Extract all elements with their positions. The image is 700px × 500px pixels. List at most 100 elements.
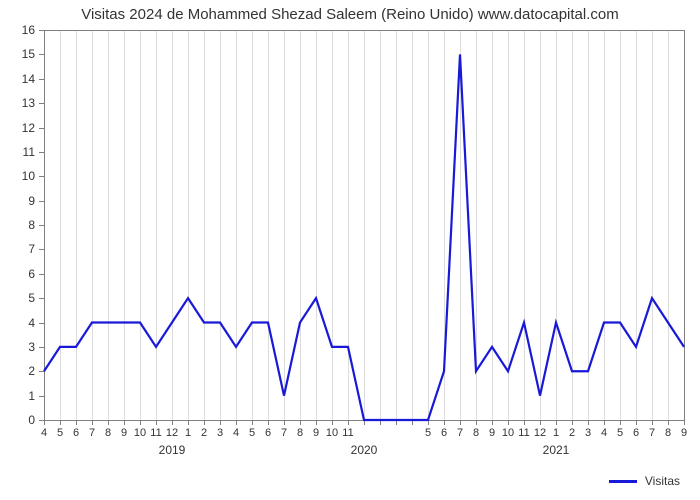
x-tick xyxy=(348,420,349,425)
x-tick xyxy=(524,420,525,425)
legend: Visitas xyxy=(609,474,680,488)
y-tick-label: 11 xyxy=(13,145,35,159)
x-tick-label: 7 xyxy=(457,427,463,439)
y-tick-label: 7 xyxy=(13,242,35,256)
y-tick-label: 0 xyxy=(13,413,35,427)
year-label: 2019 xyxy=(159,443,186,457)
y-tick-label: 8 xyxy=(13,218,35,232)
x-tick-label: 7 xyxy=(281,427,287,439)
x-tick xyxy=(284,420,285,425)
x-tick xyxy=(140,420,141,425)
x-tick xyxy=(316,420,317,425)
x-tick xyxy=(652,420,653,425)
legend-label: Visitas xyxy=(645,474,680,488)
x-tick-label: 3 xyxy=(217,427,223,439)
x-tick xyxy=(588,420,589,425)
x-tick-label: 4 xyxy=(41,427,47,439)
x-tick xyxy=(492,420,493,425)
x-tick-label: 9 xyxy=(313,427,319,439)
x-tick xyxy=(172,420,173,425)
x-tick-label: 3 xyxy=(585,427,591,439)
x-tick xyxy=(684,420,685,425)
x-tick xyxy=(508,420,509,425)
x-tick xyxy=(444,420,445,425)
x-tick-label: 8 xyxy=(105,427,111,439)
x-tick xyxy=(108,420,109,425)
x-tick-label: 9 xyxy=(489,427,495,439)
x-tick xyxy=(620,420,621,425)
y-tick-label: 5 xyxy=(13,291,35,305)
x-tick xyxy=(556,420,557,425)
x-tick-label: 9 xyxy=(121,427,127,439)
x-tick-label: 4 xyxy=(233,427,239,439)
y-tick-label: 13 xyxy=(13,96,35,110)
x-tick xyxy=(604,420,605,425)
x-tick xyxy=(156,420,157,425)
y-tick-label: 12 xyxy=(13,121,35,135)
y-tick-label: 3 xyxy=(13,340,35,354)
x-tick xyxy=(220,420,221,425)
x-tick xyxy=(572,420,573,425)
x-tick-label: 7 xyxy=(89,427,95,439)
x-tick-label: 8 xyxy=(665,427,671,439)
x-tick-label: 4 xyxy=(601,427,607,439)
legend-swatch xyxy=(609,480,637,483)
chart-title: Visitas 2024 de Mohammed Shezad Saleem (… xyxy=(0,6,700,23)
x-tick-label: 6 xyxy=(633,427,639,439)
year-label: 2021 xyxy=(543,443,570,457)
x-tick-label: 6 xyxy=(265,427,271,439)
x-tick xyxy=(44,420,45,425)
y-tick-label: 15 xyxy=(13,47,35,61)
axis-line xyxy=(684,30,685,420)
x-tick-label: 11 xyxy=(150,427,161,439)
year-label: 2020 xyxy=(351,443,378,457)
x-tick-label: 5 xyxy=(425,427,431,439)
x-tick-label: 5 xyxy=(249,427,255,439)
x-tick-label: 12 xyxy=(534,427,546,439)
x-tick xyxy=(636,420,637,425)
x-tick-label: 8 xyxy=(473,427,479,439)
x-tick xyxy=(76,420,77,425)
x-tick-label: 6 xyxy=(441,427,447,439)
x-tick xyxy=(252,420,253,425)
x-tick xyxy=(332,420,333,425)
x-tick-label: 10 xyxy=(502,427,514,439)
y-tick-label: 9 xyxy=(13,194,35,208)
x-tick xyxy=(268,420,269,425)
y-tick-label: 16 xyxy=(13,23,35,37)
x-tick xyxy=(236,420,237,425)
x-tick-label: 10 xyxy=(326,427,338,439)
x-tick xyxy=(476,420,477,425)
x-tick-label: 8 xyxy=(297,427,303,439)
x-tick-label: 9 xyxy=(681,427,687,439)
plot-area: 0123456789101112131415164567891011121234… xyxy=(44,30,684,420)
x-tick xyxy=(92,420,93,425)
x-tick xyxy=(124,420,125,425)
x-tick-label: 1 xyxy=(553,427,559,439)
x-tick-label: 2 xyxy=(569,427,575,439)
x-tick-label: 1 xyxy=(185,427,191,439)
x-tick-label: 11 xyxy=(518,427,529,439)
y-tick-label: 14 xyxy=(13,72,35,86)
x-tick-label: 10 xyxy=(134,427,146,439)
x-tick-label: 5 xyxy=(57,427,63,439)
chart-container: Visitas 2024 de Mohammed Shezad Saleem (… xyxy=(0,0,700,500)
x-tick xyxy=(300,420,301,425)
data-line xyxy=(44,30,684,420)
x-tick xyxy=(668,420,669,425)
x-tick-label: 6 xyxy=(73,427,79,439)
x-tick xyxy=(460,420,461,425)
x-tick-label: 12 xyxy=(166,427,178,439)
y-tick-label: 6 xyxy=(13,267,35,281)
x-tick-label: 11 xyxy=(342,427,353,439)
x-tick xyxy=(540,420,541,425)
x-tick-label: 7 xyxy=(649,427,655,439)
x-tick xyxy=(60,420,61,425)
x-tick-label: 2 xyxy=(201,427,207,439)
y-tick-label: 1 xyxy=(13,389,35,403)
x-tick-label: 5 xyxy=(617,427,623,439)
y-tick-label: 10 xyxy=(13,169,35,183)
x-tick xyxy=(204,420,205,425)
y-tick-label: 2 xyxy=(13,364,35,378)
y-tick-label: 4 xyxy=(13,316,35,330)
